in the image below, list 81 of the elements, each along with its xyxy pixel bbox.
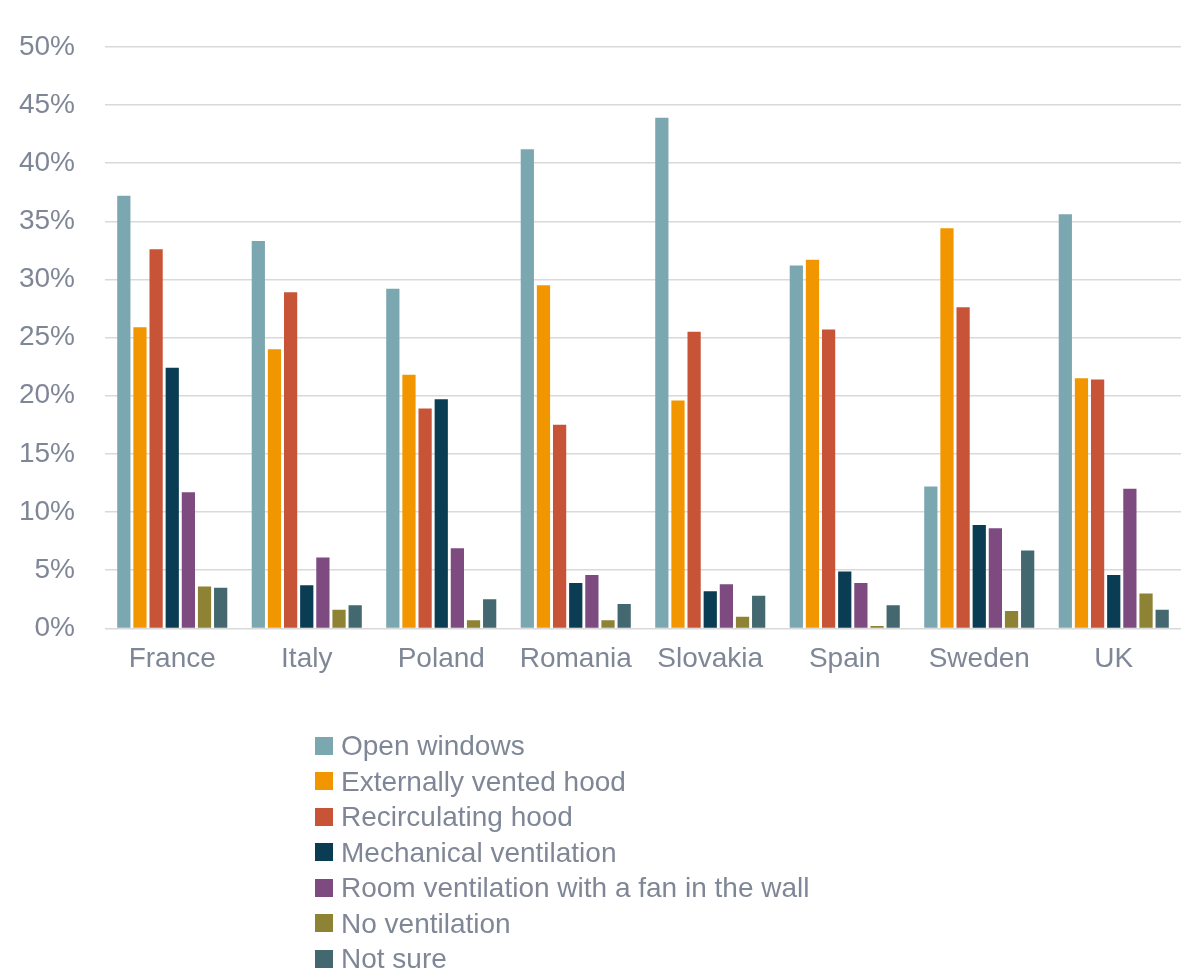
legend-label: Open windows <box>341 729 525 763</box>
bar <box>117 195 131 628</box>
bar <box>972 524 986 628</box>
bar <box>300 585 314 628</box>
x-tick-label: Italy <box>281 641 333 673</box>
bar <box>601 620 615 628</box>
bar <box>940 228 954 628</box>
y-tick-label: 35% <box>18 204 75 235</box>
bar <box>956 307 970 628</box>
y-tick-label: 15% <box>18 436 75 468</box>
bar <box>386 288 400 628</box>
bar <box>1090 379 1105 628</box>
bar <box>133 327 147 628</box>
legend-label: No ventilation <box>341 906 511 941</box>
bar <box>671 400 685 628</box>
legend-label: Recirculating hood <box>341 800 573 834</box>
bar <box>149 249 163 628</box>
y-tick-label: 10% <box>18 494 75 526</box>
bar <box>821 329 836 628</box>
bar <box>552 424 567 628</box>
y-tick-label: 45% <box>18 87 75 119</box>
bar <box>332 609 346 628</box>
bar <box>1021 550 1035 628</box>
x-tick-label: Romania <box>519 641 633 673</box>
bar <box>1139 593 1153 628</box>
bar <box>789 265 803 628</box>
legend-label: Room ventilation with a fan in the wall <box>341 871 810 905</box>
bar <box>752 595 766 628</box>
bar <box>450 548 465 628</box>
bar <box>703 591 717 628</box>
y-tick-label: 40% <box>18 145 75 177</box>
bar <box>520 149 534 628</box>
y-tick-label: 30% <box>18 262 75 294</box>
bar <box>165 367 179 628</box>
bar <box>434 399 448 628</box>
bar <box>1004 610 1019 628</box>
bar <box>197 586 212 628</box>
bar <box>283 292 298 628</box>
bar <box>251 241 265 628</box>
bar <box>1074 378 1089 628</box>
x-tick-label: Poland <box>397 641 485 673</box>
bar <box>988 528 1003 628</box>
legend-label: Externally vented hood <box>341 764 626 799</box>
legend-label: Mechanical ventilation <box>341 835 617 870</box>
x-tick-label: UK <box>1094 641 1134 673</box>
bar <box>1123 488 1137 628</box>
bar <box>316 557 330 628</box>
bar <box>214 587 228 628</box>
bar <box>181 492 196 628</box>
x-tick-label: France <box>128 641 216 673</box>
y-tick-label: 25% <box>18 320 75 352</box>
bar <box>617 603 631 628</box>
bar <box>402 374 416 628</box>
bar <box>569 583 583 628</box>
x-tick-label: Sweden <box>928 641 1030 673</box>
bar <box>483 599 497 628</box>
bar <box>585 574 599 628</box>
bar <box>838 571 852 628</box>
y-tick-label: 5% <box>34 552 75 584</box>
bar <box>687 331 701 628</box>
bar <box>1058 214 1072 628</box>
bar <box>924 486 938 628</box>
y-tick-label: 50% <box>18 29 75 61</box>
bar <box>418 408 432 628</box>
bar <box>655 117 669 628</box>
bar <box>348 605 362 628</box>
bar <box>854 583 868 628</box>
legend-label: Not sure <box>341 942 447 971</box>
bar <box>719 584 734 628</box>
x-tick-label: Spain <box>808 641 881 673</box>
bar <box>735 616 750 628</box>
bar <box>1107 574 1121 628</box>
bar <box>536 285 551 628</box>
bar <box>267 349 282 628</box>
x-tick-label: Slovakia <box>657 641 764 673</box>
y-tick-label: 20% <box>18 378 75 410</box>
y-tick-label: 0% <box>34 611 75 643</box>
bar <box>466 620 481 628</box>
bar <box>1155 609 1169 628</box>
bar <box>805 259 820 628</box>
bar <box>886 605 900 628</box>
